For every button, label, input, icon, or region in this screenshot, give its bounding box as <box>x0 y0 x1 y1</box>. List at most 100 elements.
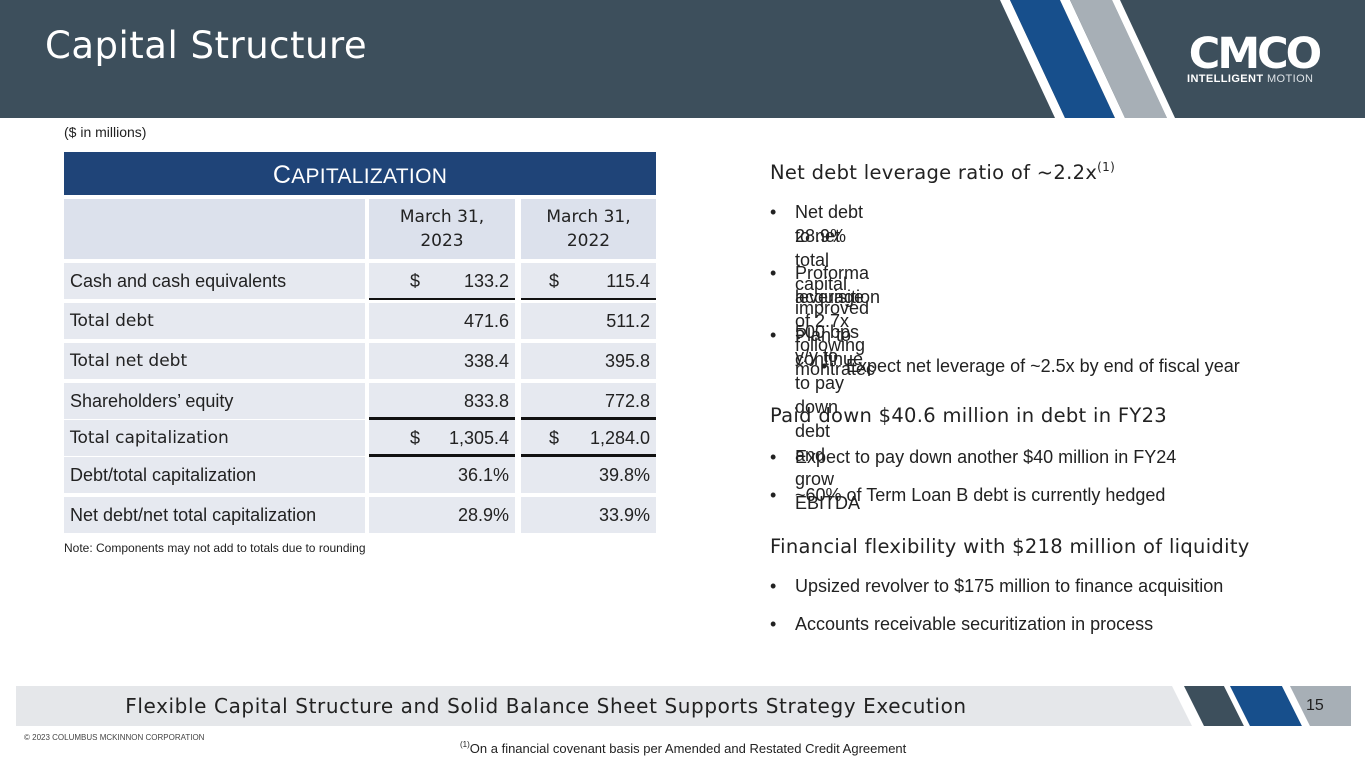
bullet-text: acquisition <box>795 287 881 307</box>
row-label: Cash and cash equivalents <box>64 263 365 299</box>
units-note: ($ in millions) <box>64 124 147 140</box>
value: 511.2 <box>606 311 650 331</box>
table-row: Total net debt 338.4 395.8 <box>64 343 656 379</box>
value: 471.6 <box>463 311 509 331</box>
currency-symbol: $ <box>410 271 421 291</box>
section-heading-liquidity: Financial flexibility with $218 million … <box>770 535 1250 558</box>
value: 395.8 <box>604 351 650 371</box>
row-value-2022: 395.8 <box>521 343 656 379</box>
table-rule <box>369 298 515 300</box>
column-header-2023-line1: March 31, <box>399 207 485 227</box>
row-value-2023: $133.2 <box>369 263 515 299</box>
footnote-text: On a financial covenant basis per Amende… <box>469 741 907 756</box>
bullet-icon: • <box>770 576 777 596</box>
bullet-text: Expect to pay down another $40 million i… <box>795 447 1177 467</box>
logo-tagline-light: MOTION <box>1266 73 1314 85</box>
footnote-marker: (1) <box>1097 160 1116 174</box>
row-value-2023: 338.4 <box>369 343 515 379</box>
row-label: Total net debt <box>64 343 365 379</box>
value: 1,305.4 <box>448 428 509 448</box>
bullet-text: 28.9% <box>795 226 847 246</box>
currency-symbol: $ <box>410 428 421 448</box>
table-rule <box>369 417 515 420</box>
bullet-text: Expect net leverage of ~2.5x by end of f… <box>846 356 1240 376</box>
bullet-icon: • <box>770 447 777 467</box>
header-stripe-blue <box>1010 0 1115 118</box>
logo-wordmark: CMCO <box>1189 30 1321 79</box>
table-row: Net debt/net total capitalization 28.9% … <box>64 497 656 533</box>
row-value-2023: 28.9% <box>369 497 515 533</box>
row-label: Net debt/net total capitalization <box>64 497 365 533</box>
bullet-text: Plan to continue to pay down debt and gr… <box>795 325 864 513</box>
value: 833.8 <box>463 391 509 411</box>
table-title-rest: APITALIZATION <box>291 165 448 188</box>
footnote-marker: (1) <box>460 740 470 749</box>
bullet-text: Proforma leverage of 2.7x following mont… <box>795 263 876 379</box>
value: 28.9% <box>457 505 509 525</box>
row-label: Total debt <box>64 303 365 339</box>
section-heading-leverage: Net debt leverage ratio of ~2.2x(1) <box>770 160 1115 184</box>
value: 33.9% <box>598 505 650 525</box>
bullet-text: ~60% of Term Loan B debt is currently he… <box>795 485 1166 505</box>
header-blank-cell <box>64 199 365 259</box>
table-row: Cash and cash equivalents $133.2 $115.4 <box>64 263 656 299</box>
row-value-2022: 39.8% <box>521 457 656 493</box>
row-value-2023: 833.8 <box>369 383 515 419</box>
company-logo: CMCO <box>1189 30 1324 79</box>
table-rule <box>521 298 656 300</box>
currency-symbol: $ <box>549 428 560 448</box>
bullet-text: Net debt to net total capital improved 5… <box>795 202 870 366</box>
header-stripe-white-2 <box>1060 0 1125 118</box>
row-value-2022: 511.2 <box>521 303 656 339</box>
bullet-text: Accounts receivable securitization in pr… <box>795 614 1154 634</box>
value: 115.4 <box>606 271 650 291</box>
copyright: © 2023 COLUMBUS MCKINNON CORPORATION <box>24 733 205 742</box>
table-row: Total debt 471.6 511.2 <box>64 303 656 339</box>
row-value-2023: 36.1% <box>369 457 515 493</box>
value: 39.8% <box>598 465 650 485</box>
value: 772.8 <box>604 391 650 411</box>
column-header-2023: March 31, 2023 <box>369 199 515 259</box>
bullet-icon: • <box>770 263 777 283</box>
bullet-text: Upsized revolver to $175 million to fina… <box>795 576 1224 596</box>
table-header-row: March 31, 2023 March 31, 2022 <box>64 199 656 259</box>
page-number: 15 <box>1306 697 1324 714</box>
logo-tagline: INTELLIGENT MOTION <box>1187 73 1313 85</box>
row-label: Debt/total capitalization <box>64 457 365 493</box>
table-row: Shareholders’ equity 833.8 772.8 <box>64 383 656 419</box>
bullet-icon: • <box>770 325 777 345</box>
currency-symbol: $ <box>549 271 560 291</box>
table-title-initial: C <box>272 161 292 189</box>
footer-banner-text: Flexible Capital Structure and Solid Bal… <box>125 694 967 718</box>
table-title: CAPITALIZATION <box>64 152 656 195</box>
column-header-2023-line2: 2023 <box>420 231 464 251</box>
row-value-2023: 471.6 <box>369 303 515 339</box>
bullet-icon: • <box>770 485 777 505</box>
bullet-icon: • <box>770 614 777 634</box>
footnote: (1)On a financial covenant basis per Ame… <box>460 740 906 756</box>
value: 36.1% <box>457 465 509 485</box>
row-value-2023: $1,305.4 <box>369 420 515 456</box>
value: 1,284.0 <box>589 428 650 448</box>
footer-banner <box>16 686 1351 726</box>
section-heading-paydown: Paid down $40.6 million in debt in FY23 <box>770 404 1168 427</box>
table-footnote: Note: Components may not add to totals d… <box>64 541 366 555</box>
header-stripes-decoration <box>1000 0 1175 118</box>
table-row: Debt/total capitalization 36.1% 39.8% <box>64 457 656 493</box>
page-title: Capital Structure <box>45 24 368 67</box>
row-value-2022: 33.9% <box>521 497 656 533</box>
bullet-icon: • <box>821 356 828 376</box>
row-value-2022: 772.8 <box>521 383 656 419</box>
table-rule <box>521 454 656 457</box>
table-rule <box>521 417 656 420</box>
column-header-2022-line2: 2022 <box>566 231 611 251</box>
header-stripe-white-3 <box>1112 0 1175 118</box>
row-label: Shareholders’ equity <box>64 383 365 419</box>
table-rule <box>369 454 515 457</box>
row-value-2022: $115.4 <box>521 263 656 299</box>
column-header-2022-line1: March 31, <box>546 207 631 227</box>
bullet-icon: • <box>770 202 777 222</box>
value: 338.4 <box>463 351 509 371</box>
header-stripe-gray <box>1070 0 1167 118</box>
row-label: Total capitalization <box>64 420 365 456</box>
